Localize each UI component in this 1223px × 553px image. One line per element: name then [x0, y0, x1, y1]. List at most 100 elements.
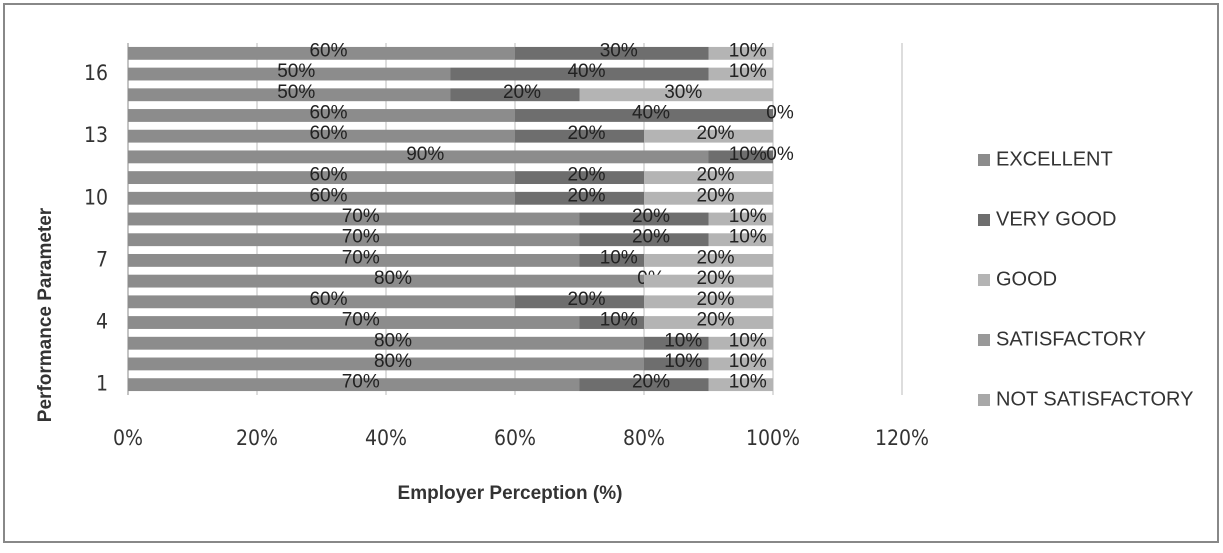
x-tick-label: 120%: [875, 426, 929, 450]
legend-label: NOT SATISFACTORY: [996, 388, 1193, 410]
bar-segment: [515, 109, 773, 122]
bar-segment: [644, 357, 709, 371]
bar-segment: [128, 316, 580, 329]
bar-segment: [128, 295, 515, 309]
y-tick-label: 1: [96, 372, 108, 396]
bar-segment: [128, 88, 451, 102]
x-tick-label: 40%: [365, 426, 407, 450]
value-label: 20%: [696, 247, 734, 268]
value-label: 70%: [342, 206, 380, 227]
value-label: 10%: [729, 144, 767, 165]
y-tick-label: 10: [84, 185, 108, 209]
bar-segment: [128, 191, 515, 205]
value-label: 80%: [374, 268, 412, 289]
value-label: 10%: [729, 40, 767, 61]
bar-segment: [128, 378, 580, 392]
bar-segment: [579, 233, 709, 247]
value-label: 20%: [567, 289, 605, 310]
value-label: 20%: [632, 206, 670, 227]
value-label: 10%: [600, 247, 638, 268]
value-label: 10%: [664, 351, 702, 372]
y-tick-label: 4: [96, 310, 108, 334]
bar-segment: [579, 378, 709, 392]
value-label: 70%: [342, 372, 380, 393]
bar-segment: [128, 274, 644, 288]
bar-segment: [644, 171, 773, 185]
bar-segment: [128, 212, 580, 226]
bar-segment: [579, 316, 644, 329]
bar-segment: [450, 67, 709, 81]
bar-segment: [128, 357, 644, 371]
value-label: 60%: [309, 102, 347, 123]
value-label: 20%: [696, 289, 734, 310]
bar-segment: [579, 88, 773, 102]
bar-segment: [128, 129, 515, 143]
legend-swatch: [978, 274, 990, 286]
bar-segment: [708, 150, 773, 164]
x-axis-title: Employer Perception (%): [398, 483, 623, 504]
bar-segment: [128, 336, 644, 350]
bar-segment: [515, 129, 644, 143]
value-label: 20%: [503, 82, 541, 103]
bar-segment: [708, 46, 773, 60]
bar-segment: [515, 46, 709, 60]
bar-segment: [644, 295, 773, 309]
value-label: 60%: [309, 165, 347, 186]
value-label: 20%: [632, 227, 670, 248]
value-label: 20%: [632, 372, 670, 393]
y-tick-label: 13: [84, 123, 108, 147]
value-label: 30%: [600, 40, 638, 61]
bar-segment: [644, 129, 773, 143]
value-label: 10%: [729, 330, 767, 351]
value-label: 50%: [277, 61, 315, 82]
bar-segment: [644, 253, 773, 267]
value-label: 90%: [406, 144, 444, 165]
value-label: 0%: [766, 102, 794, 123]
value-label: 10%: [729, 351, 767, 372]
legend-swatch: [978, 214, 990, 226]
bar-segment: [515, 191, 644, 205]
value-label: 40%: [567, 61, 605, 82]
value-label: 40%: [632, 102, 670, 123]
bar-segment: [128, 109, 515, 122]
bar-segment: [128, 171, 515, 185]
bar-segment: [128, 233, 580, 247]
value-label: 20%: [696, 123, 734, 144]
bar-segment: [128, 67, 451, 81]
y-tick-label: 7: [96, 247, 108, 271]
bar-segment: [708, 357, 773, 371]
value-label: 50%: [277, 82, 315, 103]
legend-swatch: [978, 334, 990, 346]
value-label: 70%: [342, 247, 380, 268]
value-label: 20%: [696, 310, 734, 331]
bar-segment: [644, 274, 773, 288]
value-label: 60%: [309, 40, 347, 61]
value-label: 30%: [664, 82, 702, 103]
value-label: 60%: [309, 123, 347, 144]
bar-segment: [515, 295, 644, 309]
bar-segment: [644, 316, 773, 329]
legend-label: SATISFACTORY: [996, 328, 1146, 350]
bar-segment: [128, 150, 709, 164]
bar-segment: [708, 233, 773, 247]
value-label: 10%: [729, 372, 767, 393]
value-label: 0%: [766, 144, 794, 165]
value-label: 10%: [729, 61, 767, 82]
legend-label: VERY GOOD: [996, 208, 1116, 230]
x-tick-label: 20%: [236, 426, 278, 450]
bar-segment: [515, 171, 644, 185]
value-label: 80%: [374, 351, 412, 372]
bar-segment: [579, 212, 709, 226]
bar-segment: [644, 336, 709, 350]
value-label: 60%: [309, 185, 347, 206]
y-tick-label: 16: [84, 61, 108, 85]
value-label: 20%: [696, 185, 734, 206]
legend-label: EXCELLENT: [996, 148, 1113, 170]
value-label: 20%: [567, 165, 605, 186]
value-label: 10%: [729, 227, 767, 248]
bar-segment: [708, 336, 773, 350]
value-label: 20%: [696, 165, 734, 186]
value-label: 10%: [600, 310, 638, 331]
legend-label: GOOD: [996, 268, 1057, 290]
x-tick-label: 100%: [746, 426, 800, 450]
